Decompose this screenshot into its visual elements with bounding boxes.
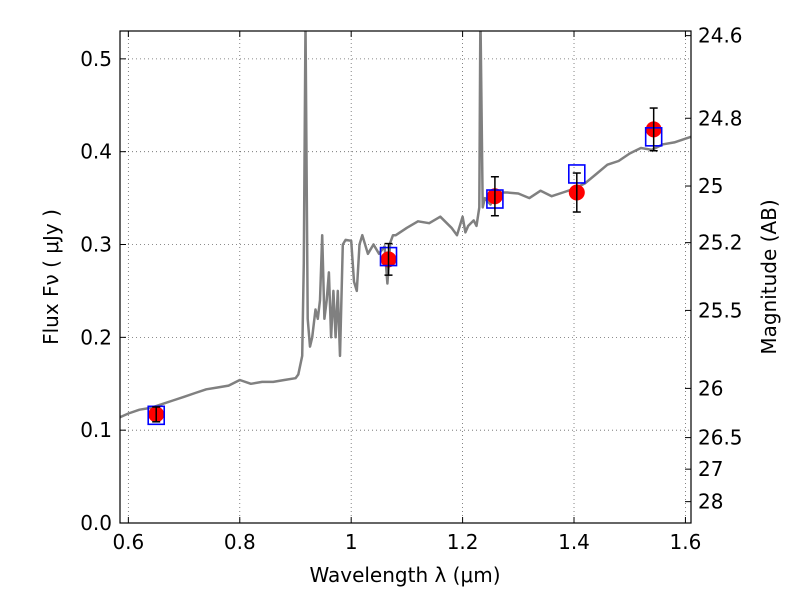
y2-tick-label: 26.5: [698, 426, 743, 450]
model-spectrum-line: [120, 31, 691, 419]
x-tick-label: 1.4: [558, 530, 590, 554]
x-tick-label: 0.8: [224, 530, 256, 554]
y2-tick-label: 25.2: [698, 231, 743, 255]
y2-tick-label: 25: [698, 174, 723, 198]
y2-tick-label: 24.8: [698, 106, 743, 130]
y-tick-label: 0.4: [80, 140, 112, 164]
x-tick-label: 1.6: [670, 530, 702, 554]
y-tick-label: 0.5: [80, 47, 112, 71]
x-tick-label: 0.6: [112, 530, 144, 554]
axis-ticks: 0.6 0.8 1 1.2 1.4 1.6 0.0 0.1 0.2 0.3 0.4 0.5 24.6 24…: [80, 24, 742, 554]
plot-frame: [119, 30, 692, 524]
y2-axis-title: Magnitude (AB): [757, 199, 781, 354]
x-tick-label: 1.2: [447, 530, 479, 554]
y-tick-label: 0.3: [80, 233, 112, 257]
y2-tick-label: 28: [698, 490, 723, 514]
x-axis-title: Wavelength λ (μm): [309, 563, 500, 587]
y2-tick-label: 24.6: [698, 24, 743, 48]
model-spectrum-layer: [120, 31, 691, 419]
y-tick-label: 0.0: [80, 511, 112, 535]
x-tick-label: 1: [345, 530, 358, 554]
y-tick-label: 0.1: [80, 418, 112, 442]
y2-tick-label: 26: [698, 376, 723, 400]
y-axis-title: Flux Fν ( μJy ): [39, 209, 63, 345]
y2-tick-label: 27: [698, 457, 723, 481]
y-tick-label: 0.2: [80, 325, 112, 349]
data-markers-layer: [147, 107, 663, 426]
y2-tick-label: 25.5: [698, 298, 743, 322]
